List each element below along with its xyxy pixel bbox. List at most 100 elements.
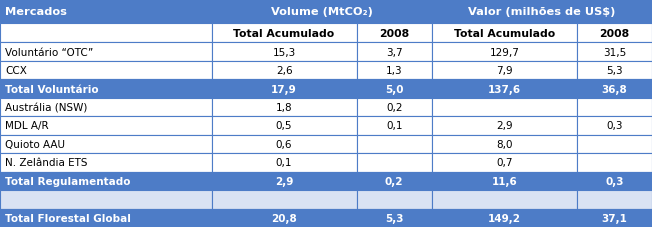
Bar: [0, 153, 212, 172]
Bar: [357, 98, 432, 117]
Bar: [577, 62, 652, 80]
Text: 0,7: 0,7: [496, 158, 512, 168]
Text: 11,6: 11,6: [492, 176, 517, 186]
Bar: [577, 190, 652, 209]
Bar: [432, 24, 577, 43]
Text: 0,6: 0,6: [276, 139, 292, 149]
Bar: [0, 62, 212, 80]
Text: 5,0: 5,0: [385, 84, 404, 94]
Text: 2008: 2008: [379, 29, 409, 39]
Text: 0,3: 0,3: [605, 176, 624, 186]
Text: 2008: 2008: [599, 29, 629, 39]
Text: 0,3: 0,3: [606, 121, 623, 131]
Text: Valor (milhões de US$): Valor (milhões de US$): [468, 7, 615, 17]
Bar: [212, 24, 357, 43]
Bar: [432, 117, 577, 135]
Bar: [577, 24, 652, 43]
Bar: [0, 117, 212, 135]
Bar: [0, 98, 212, 117]
Text: 0,2: 0,2: [385, 176, 404, 186]
Text: 1,8: 1,8: [276, 103, 293, 113]
Bar: [577, 172, 652, 190]
Bar: [357, 135, 432, 153]
Bar: [357, 43, 432, 62]
Text: CCX: CCX: [5, 66, 27, 76]
Bar: [212, 209, 357, 227]
Bar: [432, 98, 577, 117]
Bar: [357, 172, 432, 190]
Bar: [212, 190, 357, 209]
Text: 3,7: 3,7: [386, 47, 402, 57]
Bar: [212, 80, 357, 98]
Bar: [432, 43, 577, 62]
Text: 129,7: 129,7: [490, 47, 519, 57]
Bar: [0, 24, 212, 43]
Text: 31,5: 31,5: [603, 47, 626, 57]
Bar: [577, 98, 652, 117]
Text: 5,3: 5,3: [606, 66, 623, 76]
Text: 1,3: 1,3: [386, 66, 402, 76]
Text: 137,6: 137,6: [488, 84, 521, 94]
Text: 37,1: 37,1: [602, 213, 627, 223]
Bar: [432, 190, 577, 209]
Bar: [0, 0, 212, 24]
Bar: [357, 209, 432, 227]
Text: Total Florestal Global: Total Florestal Global: [5, 213, 131, 223]
Text: Total Regulamentado: Total Regulamentado: [5, 176, 130, 186]
Bar: [0, 80, 212, 98]
Bar: [212, 153, 357, 172]
Text: 7,9: 7,9: [496, 66, 512, 76]
Bar: [212, 0, 432, 24]
Text: Total Voluntário: Total Voluntário: [5, 84, 99, 94]
Text: 5,3: 5,3: [385, 213, 404, 223]
Bar: [212, 62, 357, 80]
Bar: [212, 117, 357, 135]
Bar: [577, 43, 652, 62]
Text: 149,2: 149,2: [488, 213, 521, 223]
Bar: [357, 80, 432, 98]
Bar: [212, 43, 357, 62]
Text: N. Zelândia ETS: N. Zelândia ETS: [5, 158, 88, 168]
Bar: [357, 153, 432, 172]
Bar: [432, 80, 577, 98]
Text: Austrália (NSW): Austrália (NSW): [5, 103, 87, 113]
Bar: [212, 172, 357, 190]
Bar: [432, 153, 577, 172]
Text: Total Acumulado: Total Acumulado: [454, 29, 555, 39]
Bar: [577, 153, 652, 172]
Bar: [0, 135, 212, 153]
Text: 2,9: 2,9: [496, 121, 512, 131]
Bar: [0, 172, 212, 190]
Text: 15,3: 15,3: [273, 47, 296, 57]
Bar: [577, 209, 652, 227]
Bar: [0, 43, 212, 62]
Bar: [357, 190, 432, 209]
Text: Volume (MtCO₂): Volume (MtCO₂): [271, 7, 373, 17]
Bar: [432, 135, 577, 153]
Text: 0,2: 0,2: [386, 103, 402, 113]
Bar: [577, 117, 652, 135]
Text: 20,8: 20,8: [271, 213, 297, 223]
Bar: [577, 80, 652, 98]
Text: 17,9: 17,9: [271, 84, 297, 94]
Bar: [0, 209, 212, 227]
Text: 0,1: 0,1: [276, 158, 292, 168]
Text: Voluntário “OTC”: Voluntário “OTC”: [5, 47, 93, 57]
Bar: [357, 24, 432, 43]
Text: 0,5: 0,5: [276, 121, 292, 131]
Bar: [432, 62, 577, 80]
Bar: [432, 172, 577, 190]
Text: MDL A/R: MDL A/R: [5, 121, 49, 131]
Bar: [357, 62, 432, 80]
Text: Quioto AAU: Quioto AAU: [5, 139, 65, 149]
Bar: [357, 117, 432, 135]
Text: 2,9: 2,9: [275, 176, 293, 186]
Text: 8,0: 8,0: [496, 139, 512, 149]
Bar: [212, 135, 357, 153]
Text: Mercados: Mercados: [5, 7, 67, 17]
Bar: [432, 209, 577, 227]
Bar: [0, 190, 212, 209]
Bar: [432, 0, 652, 24]
Text: 36,8: 36,8: [602, 84, 627, 94]
Text: 2,6: 2,6: [276, 66, 293, 76]
